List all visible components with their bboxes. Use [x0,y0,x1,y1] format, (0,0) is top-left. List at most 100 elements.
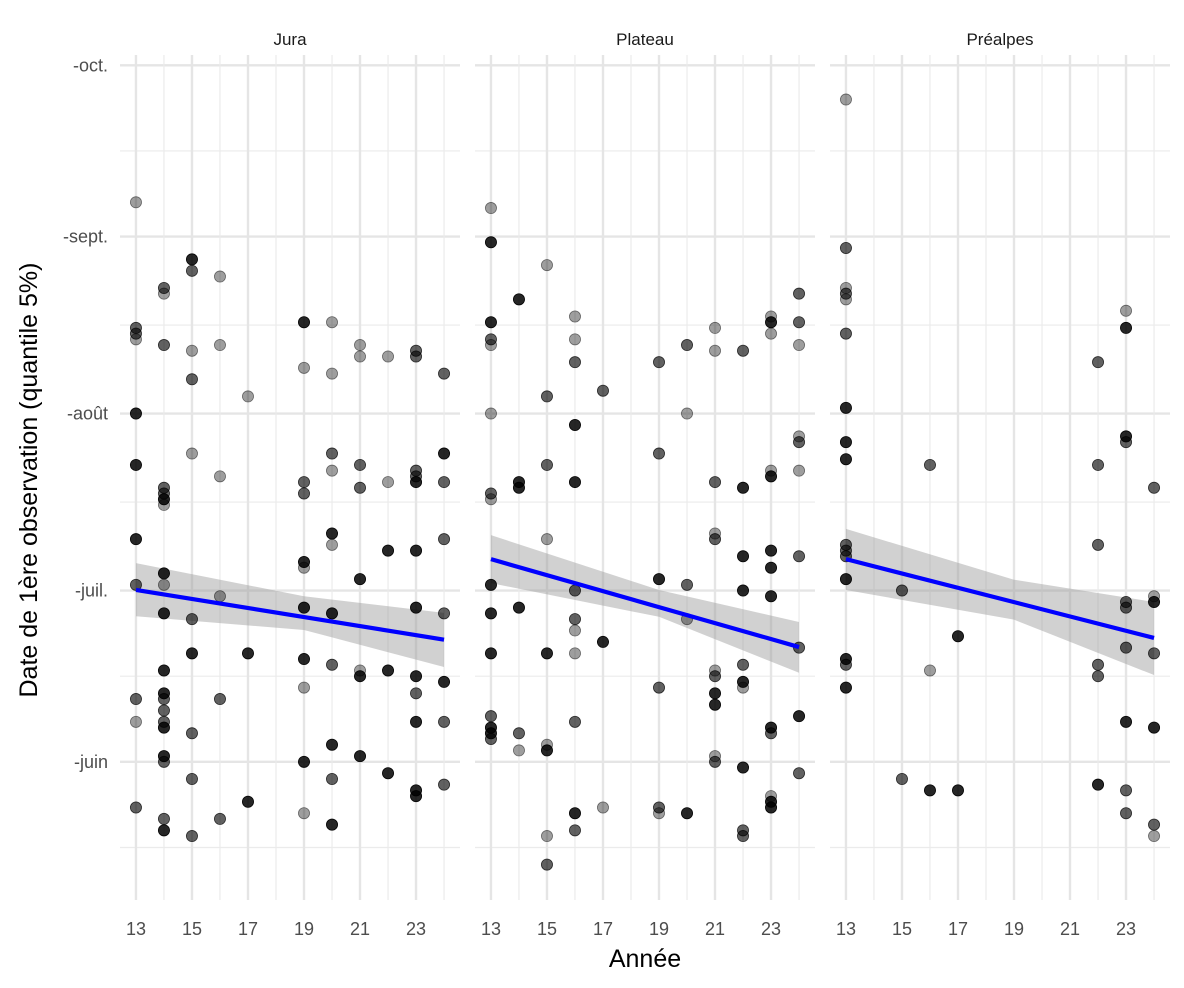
data-point [410,790,423,803]
data-point [512,727,525,740]
data-point [737,481,750,494]
data-point [568,715,581,728]
y-tick-label: -juin [74,752,108,772]
panel-title: Plateau [616,30,674,49]
data-point [354,750,367,763]
data-point [1120,715,1133,728]
data-point [382,664,395,677]
data-point [484,578,497,591]
data-point [157,493,170,506]
data-point [737,344,750,357]
data-point [839,681,852,694]
data-point [298,807,311,820]
data-point [923,664,936,677]
data-point [438,778,451,791]
data-point [1120,304,1133,317]
data-point [185,647,198,660]
data-point [157,281,170,294]
data-point [129,196,142,209]
data-point [568,647,581,660]
data-point [765,470,778,483]
data-point [129,333,142,346]
data-point [185,613,198,626]
data-point [568,310,581,323]
data-point [653,356,666,369]
data-point [382,544,395,557]
data-point [438,533,451,546]
data-point [512,481,525,494]
data-point [157,824,170,837]
data-point [681,339,694,352]
data-point [213,812,226,825]
data-point [298,556,311,569]
data-point [185,772,198,785]
data-point [410,544,423,557]
data-point [241,390,254,403]
x-tick-label: 21 [350,919,370,939]
data-point [129,533,142,546]
data-point [298,487,311,500]
data-point [540,533,553,546]
data-point [765,316,778,329]
y-tick-label: -juil. [75,581,108,601]
data-point [765,727,778,740]
data-point [709,670,722,683]
data-point [157,755,170,768]
x-tick-label: 19 [294,919,314,939]
data-point [185,830,198,843]
data-point [213,470,226,483]
data-point [895,584,908,597]
data-point [129,327,142,340]
trend-lines [135,557,1155,650]
data-point [653,801,666,814]
data-point [298,561,311,574]
data-point [709,344,722,357]
data-point [157,567,170,580]
data-point [129,458,142,471]
data-point [653,681,666,694]
data-point [568,584,581,597]
data-point [596,801,609,814]
data-point [157,287,170,300]
y-axis-title: Date de 1ère observation (quantile 5%) [15,263,43,698]
data-point [793,464,806,477]
data-point [484,487,497,500]
data-point [213,270,226,283]
data-point [1120,321,1133,334]
data-point [157,721,170,734]
data-point [298,316,311,329]
x-axis-title: Année [609,945,681,973]
data-point [484,316,497,329]
y-tick-label: -août [67,404,108,424]
trend-line [135,587,445,642]
data-point [793,710,806,723]
panel-title: Jura [273,30,307,49]
x-tick-label: 13 [481,919,501,939]
data-point [1092,356,1105,369]
data-point [1120,641,1133,654]
data-point [157,498,170,511]
data-point [382,350,395,363]
data-point [1120,807,1133,820]
panel-title: Préalpes [966,30,1033,49]
data-point [839,658,852,671]
data-point [540,858,553,871]
x-tick-label: 19 [649,919,669,939]
confidence-band [845,528,1155,676]
data-point [354,339,367,352]
data-point [596,635,609,648]
data-point [157,664,170,677]
data-point [737,681,750,694]
data-point [737,550,750,563]
data-point [129,407,142,420]
data-point [185,373,198,386]
data-point [568,333,581,346]
data-point [129,693,142,706]
x-tick-label: 17 [238,919,258,939]
x-tick-label: 23 [1116,919,1136,939]
x-tick-label: 21 [705,919,725,939]
data-point [765,544,778,557]
data-point [213,590,226,603]
data-point [951,630,964,643]
data-point [653,447,666,460]
